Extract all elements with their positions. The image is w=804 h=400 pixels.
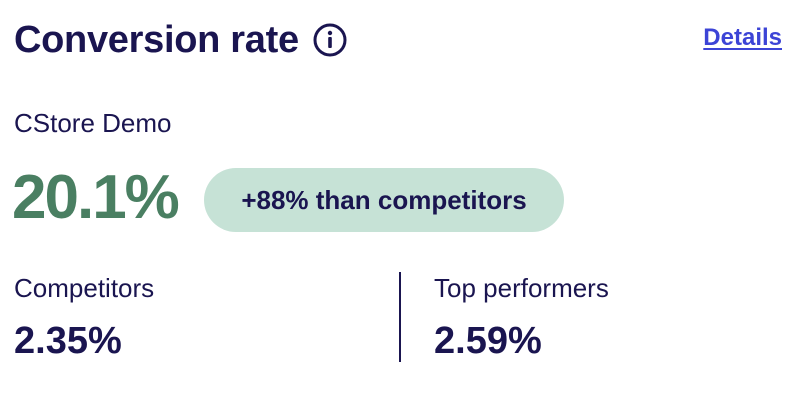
details-link[interactable]: Details — [703, 24, 782, 51]
competitors-label: Competitors — [14, 273, 155, 303]
card-title: Conversion rate — [14, 19, 299, 61]
top-performers-value: 2.59% — [434, 320, 542, 362]
competitors-stat: Competitors 2.35% — [14, 270, 154, 370]
card-header: Conversion rate — [14, 14, 347, 66]
stat-divider — [399, 272, 401, 362]
store-name: CStore Demo — [14, 108, 172, 138]
top-performers-stat: Top performers 2.59% — [434, 270, 609, 370]
info-icon[interactable] — [313, 23, 347, 57]
competitors-value: 2.35% — [14, 320, 122, 362]
conversion-rate-value: 20.1% — [12, 163, 180, 232]
top-performers-label: Top performers — [434, 273, 609, 303]
comparison-badge: +88% than competitors — [204, 168, 564, 232]
